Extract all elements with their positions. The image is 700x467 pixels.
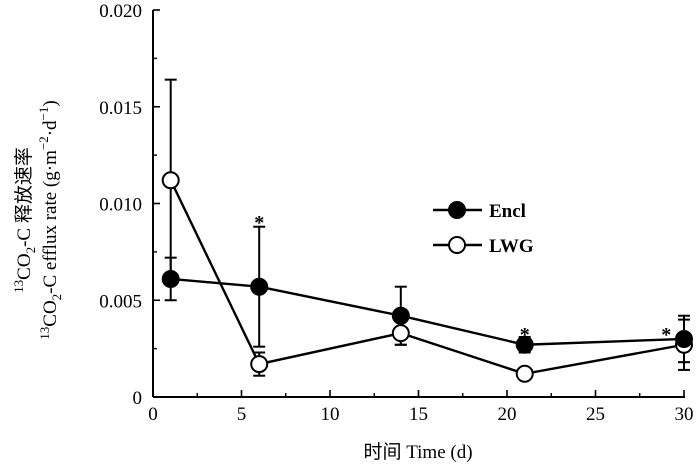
legend-label: Encl xyxy=(489,201,526,222)
markers-encl xyxy=(161,269,693,354)
significance-mark: * xyxy=(661,324,671,346)
y-tick-label: 0.015 xyxy=(99,98,142,119)
x-tick-label: 10 xyxy=(321,404,340,425)
series-line xyxy=(169,179,685,376)
y-tick-label: 0 xyxy=(133,388,143,409)
x-tick-label: 0 xyxy=(148,404,158,425)
data-point xyxy=(161,269,180,288)
y-tick-label: 0.020 xyxy=(99,1,142,22)
data-point xyxy=(250,355,269,374)
data-point xyxy=(675,329,693,348)
data-point xyxy=(515,364,534,383)
significance-mark: * xyxy=(254,212,264,234)
y-axis-title-line2: 13CO2-C efflux rate (g·m−2·d−1) xyxy=(36,100,64,339)
legend-marker xyxy=(448,201,466,219)
markers-lwg xyxy=(161,171,693,383)
series-lwg xyxy=(164,78,690,377)
legend-item-encl: Encl xyxy=(433,201,526,222)
series-layer: * * * xyxy=(161,78,693,383)
x-tick-label: 25 xyxy=(586,404,605,425)
x-axis-title: 时间 Time (d) xyxy=(363,441,472,463)
data-point xyxy=(250,277,269,296)
legend-label: LWG xyxy=(489,236,534,257)
x-tick-label: 30 xyxy=(675,404,694,425)
y-tick-label: 0.010 xyxy=(99,195,142,216)
data-point xyxy=(391,306,410,325)
data-point xyxy=(391,324,410,343)
y-axis-title-line1: 13CO2-C 释放速率 xyxy=(11,147,38,293)
legend-marker xyxy=(448,236,466,254)
x-tick-label: 15 xyxy=(409,404,428,425)
significance-mark: * xyxy=(520,324,530,346)
series-line xyxy=(170,277,685,346)
legend: Encl LWG xyxy=(433,201,534,257)
data-point xyxy=(515,335,534,354)
ticks: 0 5 10 15 20 25 30 0 0.005 0.010 0.015 0.020 xyxy=(99,1,693,425)
x-tick-label: 20 xyxy=(498,404,517,425)
data-point xyxy=(161,171,180,190)
legend-item-lwg: LWG xyxy=(433,236,534,257)
y-tick-label: 0.005 xyxy=(99,291,142,312)
x-tick-label: 5 xyxy=(237,404,247,425)
